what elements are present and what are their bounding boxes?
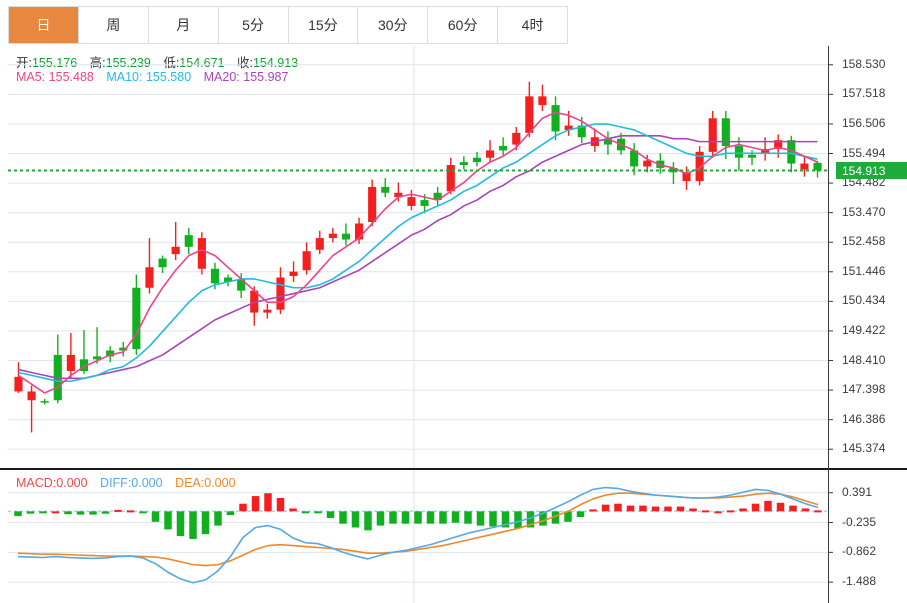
timeframe-tab-7[interactable]: 4时	[498, 7, 567, 43]
high-value: 155.239	[105, 56, 151, 70]
open-value: 155.176	[31, 56, 78, 70]
macd-legend: MACD:0.000 DIFF:0.000 DEA:0.000	[16, 476, 236, 490]
price-axis-tick: 148.410	[842, 352, 886, 367]
macd-axis-tick: -0.235	[842, 514, 877, 529]
ma10-value: 155.580	[145, 70, 192, 84]
ma10-label: MA10:	[106, 70, 143, 84]
timeframe-tab-0[interactable]: 日	[9, 7, 79, 43]
timeframe-tab-3[interactable]: 5分	[218, 7, 289, 43]
close-value: 154.913	[252, 56, 299, 70]
ma-legend: MA5: 155.488 MA10: 155.580 MA20: 155.987	[16, 70, 288, 84]
timeframe-tab-label: 30分	[378, 17, 408, 33]
price-axis-tick: 145.374	[842, 441, 886, 456]
price-axis-tick: 155.494	[842, 145, 886, 160]
price-axis-tick: 147.398	[842, 382, 886, 397]
price-axis-tick: 158.530	[842, 56, 886, 71]
price-axis-tick: 157.518	[842, 86, 886, 101]
timeframe-tab-label: 15分	[308, 17, 338, 33]
macd-axis-tick: -0.862	[842, 544, 877, 559]
panel-divider	[0, 468, 907, 470]
low-label: 低:	[163, 56, 180, 70]
open-label: 开:	[16, 56, 32, 70]
low-value: 154.671	[179, 56, 225, 70]
diff-label: DIFF:	[100, 476, 132, 490]
dea-value: 0.000	[204, 476, 236, 490]
diff-value: 0.000	[131, 476, 163, 490]
price-axis-tick: 146.386	[842, 411, 886, 426]
axis-separator	[828, 46, 829, 603]
timeframe-tab-label: 60分	[447, 17, 478, 33]
timeframe-tab-label: 4时	[521, 17, 544, 33]
timeframe-tab-5[interactable]: 30分	[358, 7, 429, 43]
ma20-label: MA20:	[203, 70, 240, 84]
close-label: 收:	[236, 56, 253, 70]
timeframe-tab-4[interactable]: 15分	[288, 7, 359, 43]
price-axis-tick: 151.446	[842, 263, 886, 278]
macd-label: MACD:	[16, 476, 57, 490]
timeframe-tab-1[interactable]: 周	[78, 7, 149, 43]
timeframe-tab-label: 月	[176, 17, 191, 33]
timeframe-tab-6[interactable]: 60分	[428, 7, 499, 43]
ohlc-legend: 开:155.176 高:155.239 低:154.671 收:154.913	[16, 52, 298, 71]
timeframe-tab-label: 5分	[242, 17, 264, 33]
ma5-label: MA5:	[16, 70, 46, 84]
price-axis-tick: 156.506	[842, 115, 886, 130]
timeframe-tab-label: 周	[106, 17, 121, 33]
price-axis-tick: 152.458	[842, 234, 886, 249]
macd-value: 0.000	[56, 476, 88, 490]
ma5-value: 155.488	[48, 70, 94, 84]
timeframe-tab-2[interactable]: 月	[148, 7, 219, 43]
timeframe-tab-label: 日	[36, 17, 51, 33]
macd-chart-panel[interactable]	[0, 470, 907, 603]
price-chart-panel[interactable]	[0, 46, 907, 468]
price-axis-tick: 149.422	[842, 322, 886, 337]
price-chart-svg	[8, 46, 833, 468]
macd-axis-tick: 0.391	[842, 484, 873, 499]
high-label: 高:	[89, 56, 106, 70]
price-axis-tick: 150.434	[842, 293, 886, 308]
macd-axis-tick: -1.488	[842, 574, 877, 589]
dea-label: DEA:	[175, 476, 205, 490]
timeframe-tabbar: 日 周 月 5分 15分 30分 60分 4时	[8, 6, 568, 44]
ma20-value: 155.987	[243, 70, 289, 84]
current-price-badge: 154.913	[836, 162, 907, 180]
macd-chart-svg	[8, 470, 833, 603]
price-axis-tick: 153.470	[842, 204, 886, 219]
